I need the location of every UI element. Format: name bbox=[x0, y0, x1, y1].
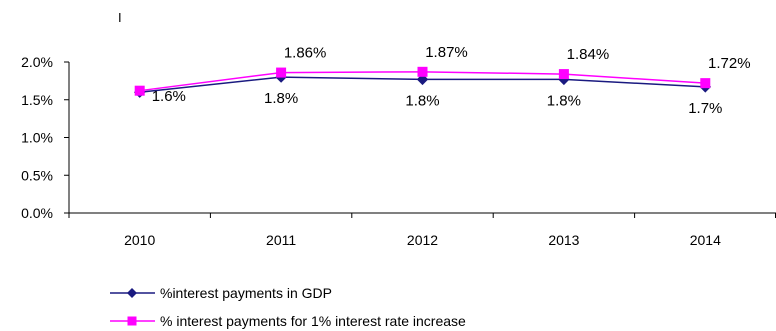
stray-mark: I bbox=[118, 10, 122, 25]
y-tick-label: 1.5% bbox=[21, 92, 53, 108]
y-tick-label: 0.5% bbox=[21, 167, 53, 183]
x-tick-label: 2013 bbox=[548, 232, 579, 248]
x-tick-label: 2014 bbox=[690, 232, 721, 248]
data-label: 1.72% bbox=[708, 55, 751, 72]
legend-label: % interest payments for 1% interest rate… bbox=[160, 313, 466, 329]
data-label: 1.8% bbox=[547, 92, 581, 109]
data-label: 1.84% bbox=[567, 46, 610, 63]
data-label: 1.7% bbox=[688, 100, 722, 117]
y-tick-label: 1.0% bbox=[21, 130, 53, 146]
data-label: 1.87% bbox=[425, 44, 468, 61]
y-tick-label: 2.0% bbox=[21, 54, 53, 70]
data-label: 1.6% bbox=[152, 88, 186, 105]
x-tick-label: 2010 bbox=[124, 232, 155, 248]
data-point bbox=[700, 78, 711, 89]
y-axis: 0.0% 0.5% 1.0% 1.5% 2.0% bbox=[21, 54, 70, 221]
x-axis: 2010 2011 2012 2013 2014 bbox=[68, 212, 776, 248]
legend: %interest payments in GDP % interest paym… bbox=[110, 285, 466, 329]
data-point bbox=[558, 69, 569, 80]
legend-label: %interest payments in GDP bbox=[160, 285, 332, 301]
data-label: 1.8% bbox=[405, 92, 439, 109]
data-label: 1.86% bbox=[284, 45, 327, 62]
legend-marker bbox=[127, 316, 137, 326]
legend-marker bbox=[127, 288, 137, 298]
data-label: 1.8% bbox=[264, 90, 298, 107]
series-group: 1.6% 1.8% 1.8% 1.8% 1.7% 1.86% 1.87% 1.84% 1.72% bbox=[133, 44, 751, 117]
x-tick-label: 2011 bbox=[266, 232, 296, 248]
data-point bbox=[416, 73, 429, 86]
x-tick-label: 2012 bbox=[407, 232, 438, 248]
y-tick-label: 0.0% bbox=[21, 205, 53, 221]
data-point bbox=[134, 85, 145, 96]
data-point bbox=[417, 66, 428, 77]
data-point bbox=[276, 67, 287, 78]
